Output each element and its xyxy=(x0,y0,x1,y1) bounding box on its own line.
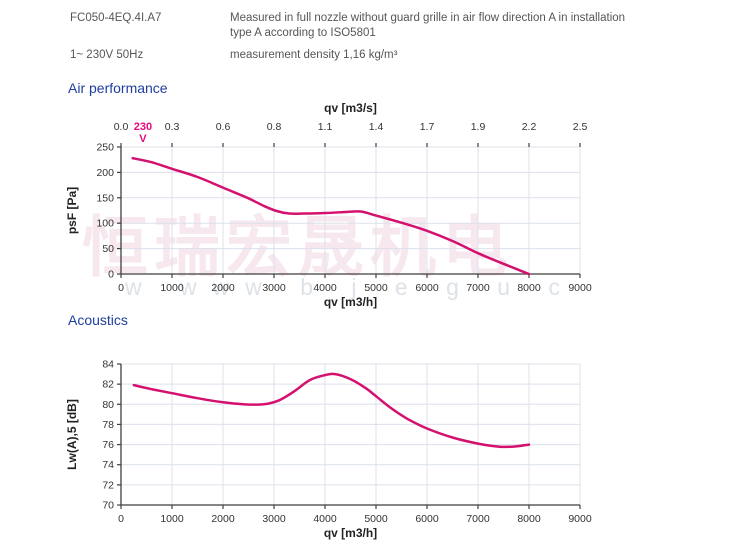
x-tick-label: 5000 xyxy=(364,282,388,294)
y-tick-label: 80 xyxy=(102,399,114,411)
x-tick-label: 2000 xyxy=(211,282,235,294)
y-tick-label: 74 xyxy=(102,459,114,471)
top-tick-label: 1.9 xyxy=(471,121,486,133)
top-tick-label: 1.1 xyxy=(318,121,333,133)
y-tick-label: 100 xyxy=(96,218,114,230)
x-tick-label: 0 xyxy=(118,513,124,525)
y-tick-label: 72 xyxy=(102,479,114,491)
acoustics-chart: 0 1000 2000 3000 4000 5000 6000 7000 8000 9000 70 7… xyxy=(65,359,592,541)
measurement-conditions-line1: Measured in full nozzle without guard gr… xyxy=(230,12,626,24)
acoustics-curve xyxy=(132,372,531,449)
voltage-label: 230 xyxy=(134,121,152,133)
y-tick-label: 150 xyxy=(96,192,114,204)
x-tick-label: 7000 xyxy=(466,282,490,294)
top-tick-label: 2.5 xyxy=(573,121,588,133)
x-tick-label: 6000 xyxy=(415,513,439,525)
x-tick-label: 9000 xyxy=(568,513,592,525)
x-tick-label: 1000 xyxy=(160,282,184,294)
measurement-density: measurement density 1,16 kg/m³ xyxy=(230,49,398,61)
measurement-conditions: Measured in full nozzle without guard gr… xyxy=(230,11,690,41)
top-tick-label: 2.2 xyxy=(522,121,537,133)
watermark-url-text: w www b j e g u c xyxy=(125,274,576,300)
x-tick-label: 1000 xyxy=(160,513,184,525)
measurement-conditions-line2: type A according to ISO5801 xyxy=(230,27,376,39)
top-tick-label: 0.8 xyxy=(267,121,282,133)
y-tick-label: 84 xyxy=(102,359,114,371)
acoustics-title: Acoustics xyxy=(68,312,128,328)
x-tick-label: 0 xyxy=(118,282,124,294)
x-axis-title: qv [m3/h] xyxy=(324,295,377,309)
y-tick-label: 70 xyxy=(102,500,114,512)
y-tick-label: 78 xyxy=(102,419,114,431)
x-tick-label: 9000 xyxy=(568,282,592,294)
x-axis-title: qv [m3/h] xyxy=(324,526,377,540)
y-axis-title: psF [Pa] xyxy=(65,187,79,234)
power-spec: 1~ 230V 50Hz xyxy=(70,49,144,61)
x-tick-label: 8000 xyxy=(517,282,541,294)
top-tick-label: 0.3 xyxy=(165,121,180,133)
top-tick-label: 1.7 xyxy=(420,121,435,133)
x-tick-label: 8000 xyxy=(517,513,541,525)
x-tick-label: 7000 xyxy=(466,513,490,525)
x-tick-label: 2000 xyxy=(211,513,235,525)
y-tick-label: 200 xyxy=(96,167,114,179)
top-tick-label: 0.0 xyxy=(114,121,129,133)
x-tick-label: 6000 xyxy=(415,282,439,294)
x-tick-label: 4000 xyxy=(313,282,337,294)
voltage-label-unit: V xyxy=(139,133,147,145)
y-axis-title: Lw(A),5 [dB] xyxy=(65,399,79,470)
y-tick-label: 0 xyxy=(108,269,114,281)
x-tick-label: 3000 xyxy=(262,282,286,294)
x-tick-label: 5000 xyxy=(364,513,388,525)
watermark-cjk-text: 恒瑞宏晟机电 xyxy=(82,210,514,284)
y-tick-label: 50 xyxy=(102,243,114,255)
x-tick-label: 3000 xyxy=(262,513,286,525)
y-tick-label: 250 xyxy=(96,142,114,154)
y-tick-label: 76 xyxy=(102,439,114,451)
model-code: FC050-4EQ.4I.A7 xyxy=(70,12,162,24)
top-tick-label: 1.4 xyxy=(369,121,384,133)
top-axis-title: qv [m3/s] xyxy=(324,101,377,115)
performance-curve xyxy=(131,156,531,276)
air-performance-title: Air performance xyxy=(68,80,168,96)
x-tick-label: 4000 xyxy=(313,513,337,525)
top-tick-label: 0.6 xyxy=(216,121,231,133)
air-performance-chart: 0 1000 2000 3000 4000 5000 6000 7000 8000 9000 0 50… xyxy=(65,101,592,309)
y-tick-label: 82 xyxy=(102,379,114,391)
